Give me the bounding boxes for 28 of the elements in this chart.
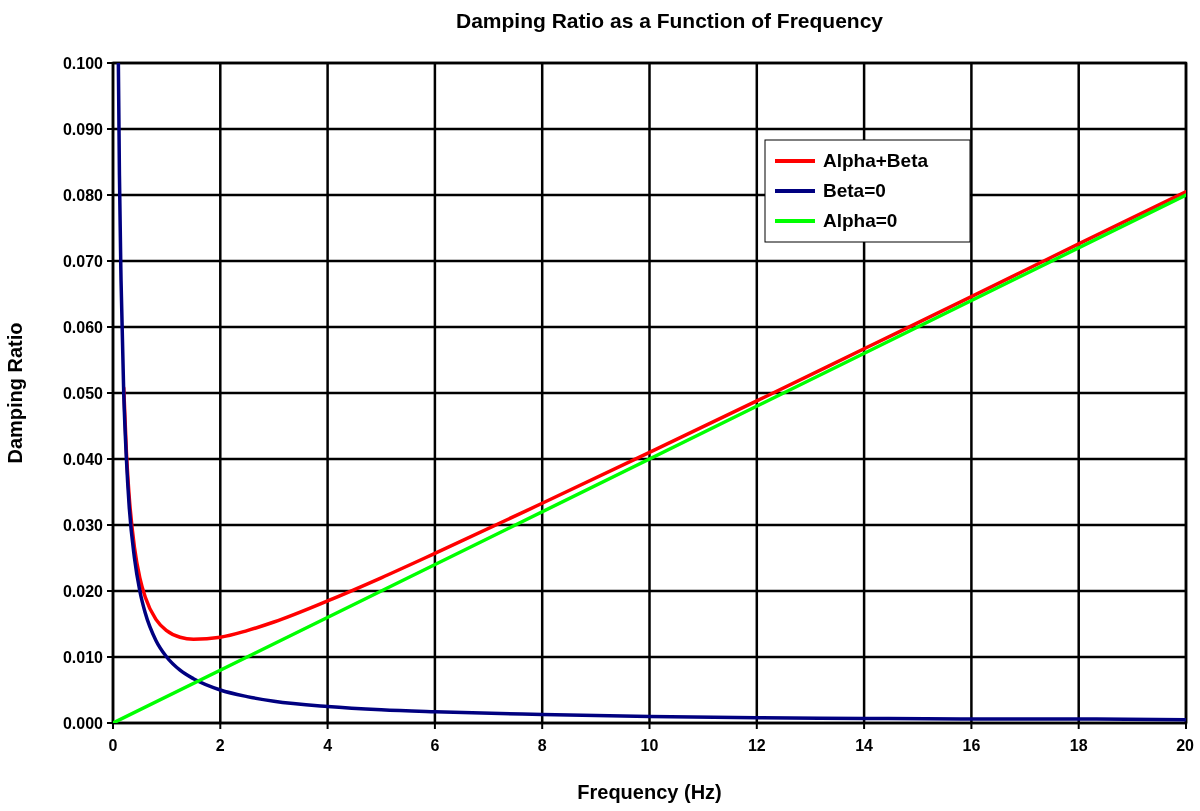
y-tick-label: 0.060 [62,319,104,336]
y-tick-label: 0.010 [62,649,104,666]
x-axis-title: Frequency (Hz) [577,781,722,803]
chart-title: Damping Ratio as a Function of Frequency [455,9,884,32]
y-tick-label: 0.000 [62,715,104,732]
y-tick-label: 0.050 [62,385,104,402]
x-tick-label: 6 [430,737,440,754]
x-tick-label: 20 [1176,737,1195,754]
y-tick-label: 0.040 [62,451,104,468]
x-tick-label: 16 [962,737,981,754]
legend-label: Alpha=0 [823,210,898,231]
x-tick-label: 0 [108,737,118,754]
x-tick-label: 4 [323,737,333,754]
x-tick-label: 10 [640,737,659,754]
y-tick-label: 0.090 [62,121,104,138]
x-tick-label: 12 [747,737,766,754]
x-tick-label: 8 [537,737,547,754]
y-tick-label: 0.070 [62,253,104,270]
y-axis-title: Damping Ratio [4,322,26,464]
y-tick-label: 0.100 [62,55,104,72]
y-tick-label: 0.030 [62,517,104,534]
legend-label: Alpha+Beta [823,150,929,171]
y-tick-label: 0.020 [62,583,104,600]
x-tick-label: 18 [1069,737,1088,754]
x-tick-label: 14 [855,737,874,754]
y-tick-label: 0.080 [62,187,104,204]
x-tick-label: 2 [215,737,225,754]
legend-label: Beta=0 [823,180,886,201]
